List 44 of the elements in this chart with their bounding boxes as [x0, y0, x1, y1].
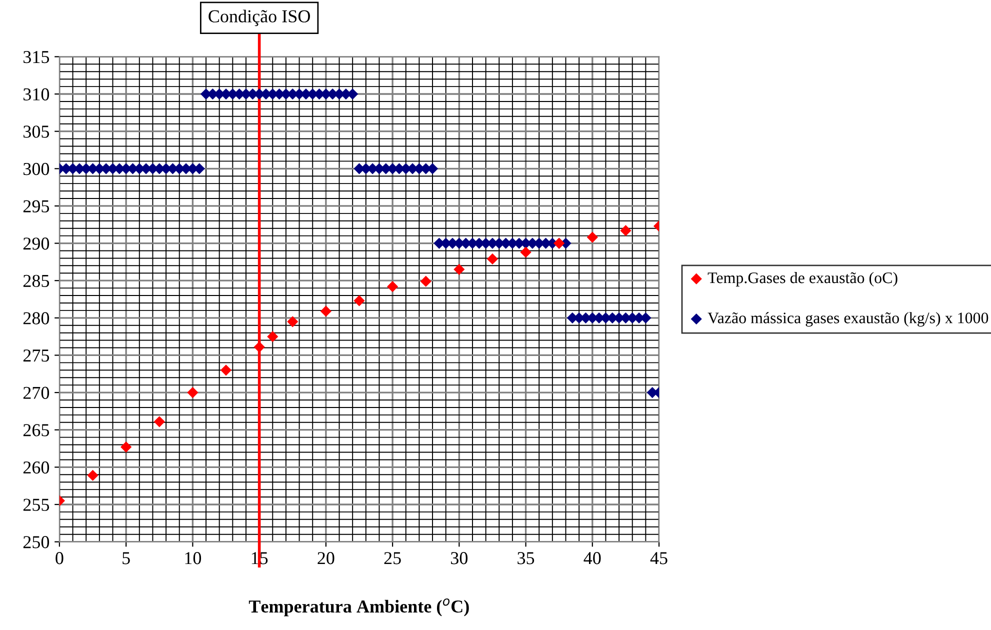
y-tick-label: 250: [23, 536, 50, 548]
point: [87, 470, 98, 481]
point: [220, 364, 232, 376]
point: [320, 306, 332, 317]
x-axis-title: Temperatura Ambiente ($^{o}$C): [248, 598, 469, 616]
legend-label: Vazão mássica gases exaustão (kg/s) x 1000: [708, 312, 988, 327]
point: [187, 386, 198, 398]
y-tick-label: 290: [23, 238, 50, 250]
x-tick-label: 45: [650, 552, 668, 564]
point: [486, 253, 498, 265]
legend-label: Temp.Gases de exaustão (oC): [708, 272, 898, 286]
point: [254, 341, 265, 353]
point: [454, 264, 465, 275]
y-tick-label: 310: [24, 88, 50, 100]
y-tick-label: 260: [23, 461, 50, 474]
y-tick-label: 295: [23, 200, 50, 212]
x-tick-label: 30: [451, 552, 468, 564]
y-tick-label: 315: [24, 51, 50, 64]
point: [354, 295, 365, 306]
ref-line-label: Condição ISO: [208, 10, 310, 26]
x-tick-label: 0: [56, 552, 64, 564]
x-tick-label: 35: [518, 552, 534, 564]
x-tick-label: 25: [384, 552, 401, 564]
point: [386, 281, 398, 292]
point: [154, 416, 165, 428]
point: [520, 246, 532, 258]
point: [586, 232, 598, 243]
point: [420, 276, 432, 287]
x-tick-label: 40: [584, 552, 601, 564]
point: [120, 441, 132, 453]
y-tick-label: 280: [23, 312, 50, 324]
x-tick-label: 20: [318, 552, 334, 564]
y-tick-label: 275: [23, 350, 50, 362]
point: [287, 316, 298, 328]
point: [267, 331, 278, 342]
x-tick-label: 10: [185, 552, 202, 564]
y-tick-label: 265: [23, 424, 50, 436]
point: [620, 225, 632, 236]
y-tick-label: 305: [24, 126, 50, 138]
y-tick-label: 285: [23, 274, 50, 288]
y-tick-label: 255: [23, 498, 50, 511]
x-tick-label: 5: [122, 552, 130, 564]
y-tick-label: 270: [23, 386, 50, 399]
y-tick-label: 300: [24, 162, 50, 176]
